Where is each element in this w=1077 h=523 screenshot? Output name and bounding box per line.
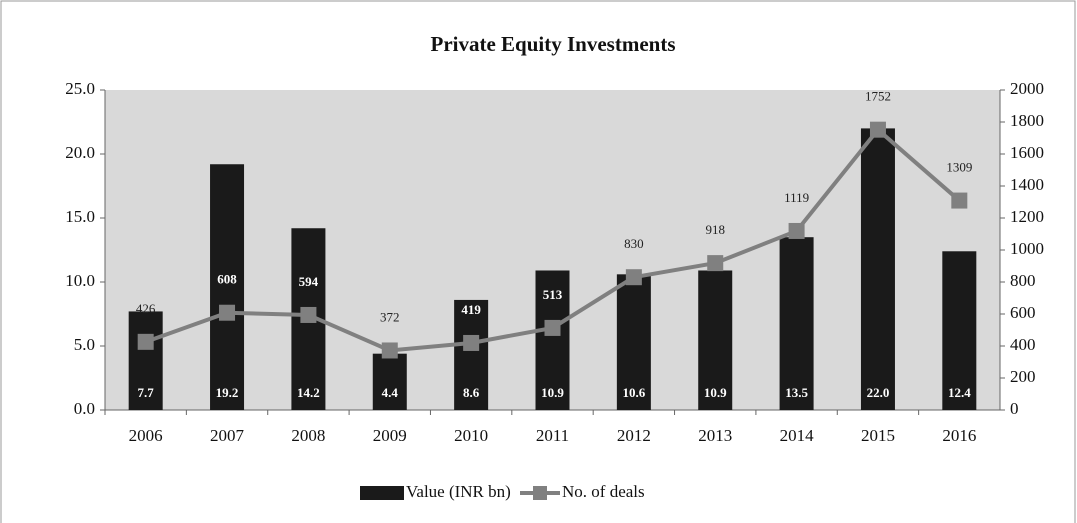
line-marker bbox=[463, 334, 480, 351]
bar-value-label: 22.0 bbox=[867, 385, 890, 400]
line-value-label: 1309 bbox=[946, 160, 972, 175]
y-tick-label: 25.0 bbox=[65, 79, 95, 98]
line-value-label: 918 bbox=[705, 222, 725, 237]
line-value-label: 419 bbox=[461, 302, 481, 317]
x-tick-label: 2012 bbox=[617, 426, 651, 445]
x-tick-label: 2015 bbox=[861, 426, 895, 445]
bar-value-label: 19.2 bbox=[216, 385, 239, 400]
bar-value-label: 12.4 bbox=[948, 385, 971, 400]
y2-tick-label: 1000 bbox=[1010, 239, 1044, 258]
bar-value-label: 10.9 bbox=[704, 385, 727, 400]
line-marker bbox=[625, 269, 642, 286]
bar-value-label: 10.6 bbox=[622, 385, 645, 400]
y-tick-label: 0.0 bbox=[74, 399, 95, 418]
y2-tick-label: 200 bbox=[1010, 367, 1036, 386]
bar bbox=[860, 128, 895, 410]
chart-title: Private Equity Investments bbox=[431, 32, 676, 56]
legend-label: Value (INR bn) bbox=[406, 482, 511, 501]
line-marker bbox=[137, 333, 154, 350]
y-tick-label: 20.0 bbox=[65, 143, 95, 162]
y2-tick-label: 600 bbox=[1010, 303, 1036, 322]
line-marker bbox=[544, 319, 561, 336]
bar bbox=[779, 237, 814, 410]
bar bbox=[698, 270, 733, 410]
bar-value-label: 8.6 bbox=[463, 385, 480, 400]
bar bbox=[616, 274, 651, 410]
x-tick-label: 2008 bbox=[291, 426, 325, 445]
line-marker bbox=[869, 121, 886, 138]
x-tick-label: 2009 bbox=[373, 426, 407, 445]
line-value-label: 426 bbox=[136, 301, 156, 316]
line-value-label: 513 bbox=[543, 287, 563, 302]
bar-value-label: 10.9 bbox=[541, 385, 564, 400]
line-value-label: 1119 bbox=[784, 190, 809, 205]
x-tick-label: 2013 bbox=[698, 426, 732, 445]
line-value-label: 1752 bbox=[865, 89, 891, 104]
bar bbox=[128, 311, 163, 410]
bar bbox=[942, 251, 977, 410]
x-tick-label: 2007 bbox=[210, 426, 245, 445]
line-marker bbox=[381, 342, 398, 359]
line-marker bbox=[707, 255, 724, 272]
y-tick-label: 5.0 bbox=[74, 335, 95, 354]
x-tick-label: 2010 bbox=[454, 426, 488, 445]
y2-tick-label: 2000 bbox=[1010, 79, 1044, 98]
line-value-label: 608 bbox=[217, 272, 237, 287]
y2-tick-label: 400 bbox=[1010, 335, 1036, 354]
x-tick-label: 2016 bbox=[942, 426, 976, 445]
bar bbox=[210, 164, 245, 410]
bar-value-label: 7.7 bbox=[138, 385, 155, 400]
y-tick-label: 10.0 bbox=[65, 271, 95, 290]
x-tick-label: 2011 bbox=[536, 426, 569, 445]
y2-tick-label: 1600 bbox=[1010, 143, 1044, 162]
line-marker bbox=[951, 192, 968, 209]
y-tick-label: 15.0 bbox=[65, 207, 95, 226]
line-value-label: 830 bbox=[624, 236, 644, 251]
y2-tick-label: 1800 bbox=[1010, 111, 1044, 130]
y2-tick-label: 0 bbox=[1010, 399, 1019, 418]
x-tick-label: 2014 bbox=[780, 426, 815, 445]
line-marker bbox=[300, 306, 317, 323]
line-value-label: 594 bbox=[299, 274, 319, 289]
line-value-label: 372 bbox=[380, 309, 400, 324]
bar-value-label: 13.5 bbox=[785, 385, 808, 400]
legend-swatch-marker bbox=[533, 486, 547, 500]
bar bbox=[454, 299, 489, 410]
x-tick-label: 2006 bbox=[129, 426, 163, 445]
bar bbox=[535, 270, 570, 410]
bar-value-label: 4.4 bbox=[382, 385, 399, 400]
y2-tick-label: 800 bbox=[1010, 271, 1036, 290]
bar-value-label: 14.2 bbox=[297, 385, 320, 400]
y2-tick-label: 1200 bbox=[1010, 207, 1044, 226]
legend-swatch bbox=[360, 486, 404, 500]
legend-label: No. of deals bbox=[562, 482, 645, 501]
line-marker bbox=[788, 222, 805, 239]
line-marker bbox=[219, 304, 236, 321]
bar bbox=[372, 353, 407, 410]
y2-tick-label: 1400 bbox=[1010, 175, 1044, 194]
